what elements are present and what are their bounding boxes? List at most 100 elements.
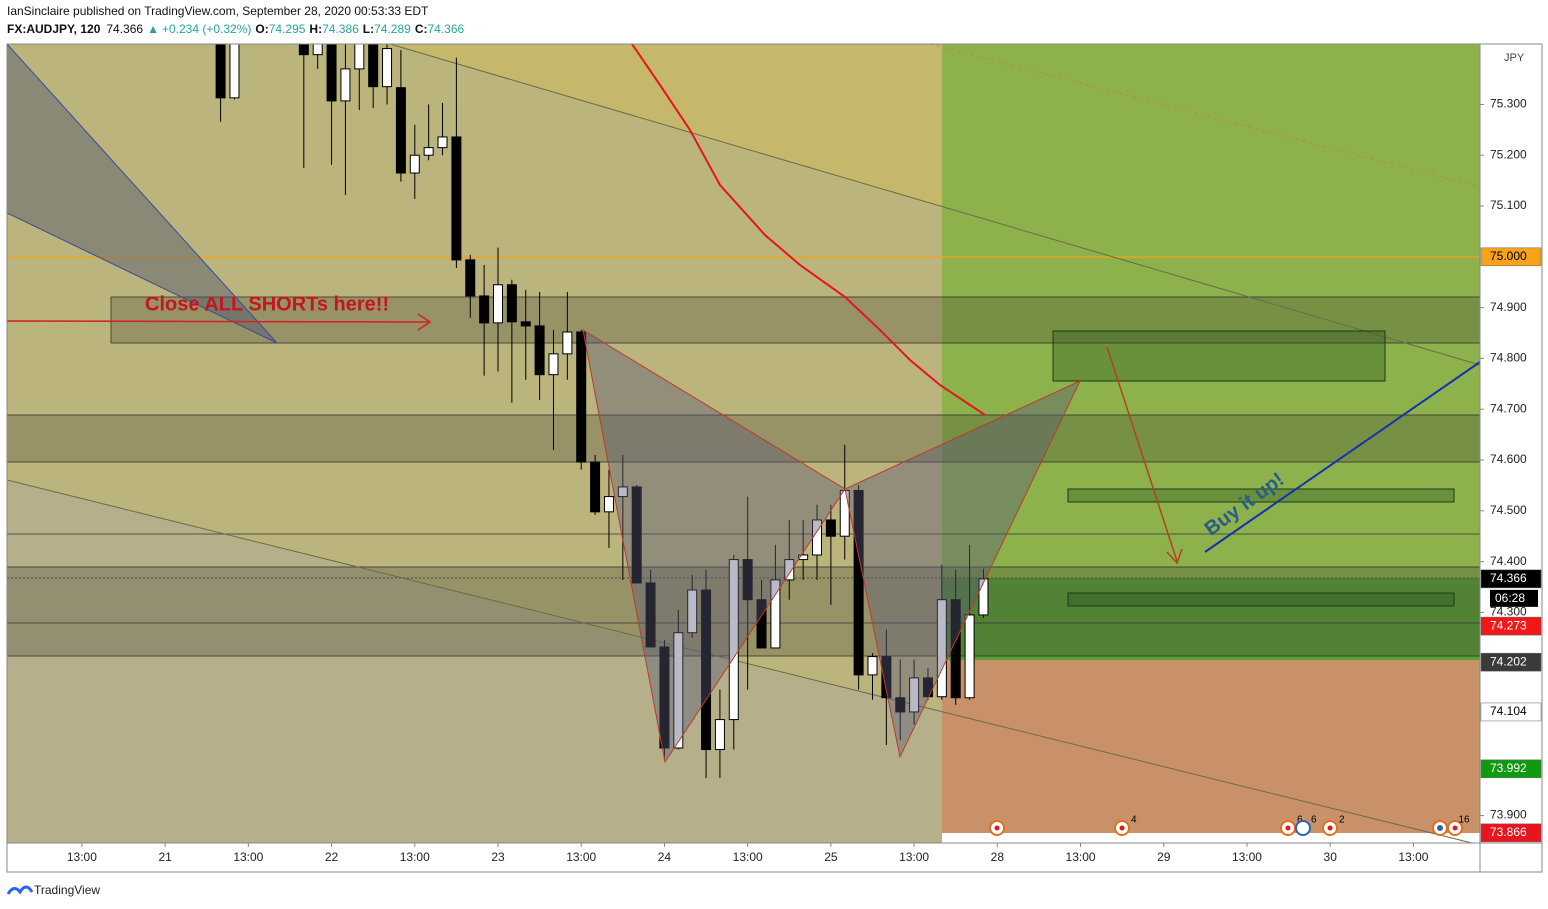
candle-body [950,599,961,699]
candle-body [964,614,975,699]
brand-logo [6,885,34,895]
candle-body [867,656,878,676]
candle-body [673,632,684,749]
candle-body [562,331,573,355]
x-tick-label: 28 [991,850,1005,864]
candle-body [909,677,920,713]
candle-body [368,44,379,88]
price-label-box [1480,702,1542,722]
candle-body [340,68,351,102]
y-tick-label: 74.700 [1490,401,1527,415]
ohlc-value: 74.386 [322,22,359,36]
candle-body [853,489,864,676]
candle-body [756,599,767,649]
candle-body [229,44,240,99]
candle-body [770,579,781,649]
x-tick-label: 30 [1324,850,1338,864]
ohlc-value: 74.289 [374,22,411,36]
x-tick-label: 13:00 [899,850,929,864]
countdown: 06:28 [1495,591,1525,605]
price-label-box [1480,759,1542,779]
candle-body [936,599,947,698]
x-tick-label: 29 [1157,850,1171,864]
candle-body [312,44,323,56]
ohlc-key: C: [415,22,428,36]
x-tick-label: 13:00 [400,850,430,864]
candle-body [451,136,462,261]
last: 74.366 [106,22,143,36]
price-label: 74.104 [1490,704,1527,718]
symbol-line: FX:AUDJPY, 120 74.366 ▲ +0.234 (+0.32%) O:74… [7,22,465,36]
candle-body [645,582,656,648]
candle-body [423,147,434,156]
price-label: 74.202 [1490,654,1527,668]
price-label-box [1480,616,1542,636]
x-tick-label: 13:00 [67,850,97,864]
candle-body [298,44,309,56]
candle-body [881,656,892,699]
x-tick-label: 23 [491,850,505,864]
change: +0.234 (+0.32%) [162,22,251,36]
candle-body [687,589,698,634]
candle-body [603,496,614,513]
x-tick-label: 25 [824,850,838,864]
candle-body [215,44,226,99]
price-label-box [1480,569,1542,589]
price-label: 73.866 [1490,825,1527,839]
candle-body [784,559,795,581]
y-tick-label: 75.200 [1490,147,1527,161]
candle-body [798,554,809,561]
candle-body [506,284,517,323]
ohlc-key: H: [309,22,322,36]
event-count: 6 [1311,815,1317,826]
event-count: 6 [1297,815,1303,826]
candle-body [520,321,531,327]
event-count: 2 [1339,815,1345,826]
candle-body [548,353,559,376]
x-tick-label: 22 [325,850,339,864]
candle-body [895,697,906,713]
candle-body [825,519,836,537]
x-tick-label: 13:00 [233,850,263,864]
candle-body [617,486,628,498]
events: 4 6 6 2 16 [989,815,1470,836]
x-tick-label: 13:00 [1398,850,1428,864]
candle-body [742,559,753,601]
x-tick-label: 13:00 [1232,850,1262,864]
event-count: 4 [1131,815,1137,826]
candle-body [701,589,712,751]
price-label-box [1480,652,1542,672]
arrow: ▲ [147,22,159,36]
candle-body [728,559,739,721]
candle-body [493,284,503,324]
candles [215,44,989,778]
candle-body [326,44,337,102]
candle-body [395,87,406,174]
y-tick-label: 73.900 [1490,808,1527,822]
symbol: FX:AUDJPY, 120 [7,22,101,36]
x-tick-label: 13:00 [1066,850,1096,864]
price-label-box [1480,823,1542,843]
price-label: 74.366 [1490,571,1527,585]
candle-body [714,719,725,751]
candle-body [978,578,989,616]
ohlc-value: 74.295 [269,22,306,36]
countdown-box [1490,589,1538,607]
y-tick-label: 74.400 [1490,554,1527,568]
x-tick-label: 13:00 [566,850,596,864]
price-label: 75.000 [1490,249,1527,263]
y-tick-label: 74.500 [1490,503,1527,517]
candle-body [465,259,476,297]
brand: TradingView [34,883,100,897]
author-line: IanSinclaire published on TradingView.co… [7,4,429,18]
ohlc-value: 74.366 [428,22,465,36]
ohlc-key: L: [363,22,374,36]
candle-body [631,486,642,584]
x-tick-label: 21 [158,850,172,864]
y-tick-label: 74.300 [1490,605,1527,619]
event-count: 16 [1458,815,1470,826]
candle-body [576,331,587,463]
x-tick-label: 13:00 [733,850,763,864]
price-label-box [1480,247,1542,267]
